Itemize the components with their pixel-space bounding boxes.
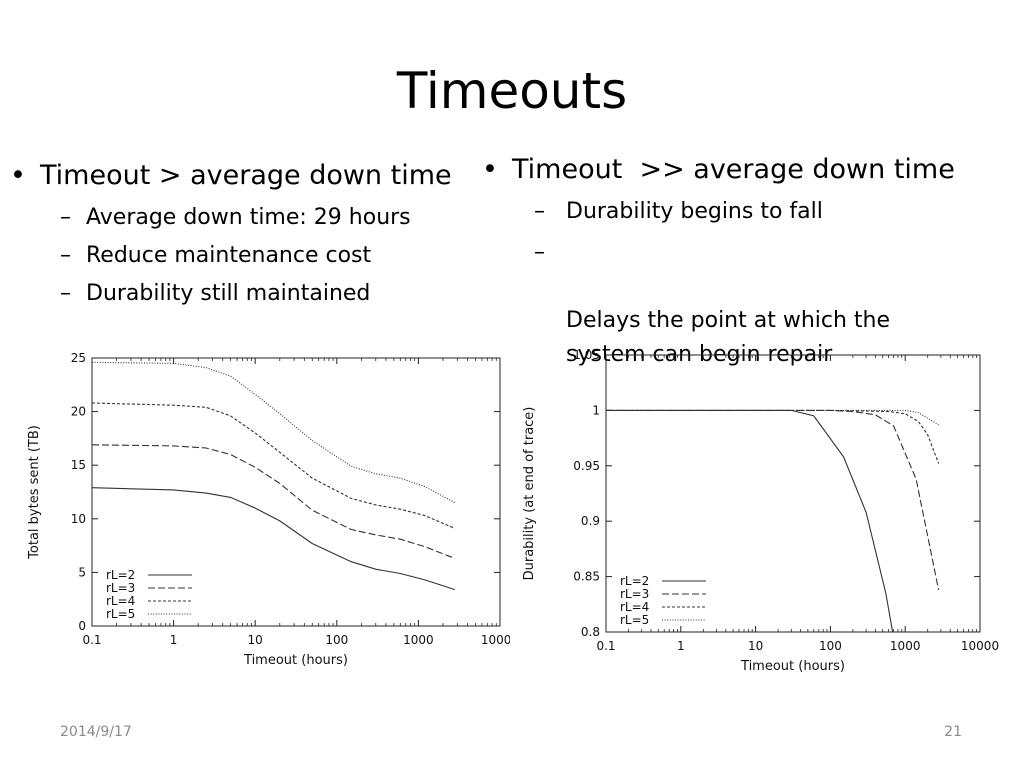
x-axis-label: Timeout (hours) [243, 653, 348, 668]
right-bullet: • Timeout >> average down time [472, 154, 1012, 186]
legend-label: rL=3 [620, 587, 649, 601]
left-sub-2: – Reduce maintenance cost [0, 242, 500, 270]
left-sub-1-text: Average down time: 29 hours [86, 205, 411, 230]
series-line-rL=4 [92, 402, 456, 529]
dash-marker: – [60, 281, 71, 306]
dash-marker: – [60, 205, 71, 230]
dash-marker: – [534, 240, 545, 265]
y-tick-label: 0 [78, 619, 86, 633]
legend-label: rL=5 [620, 613, 649, 627]
y-tick-label: 10 [71, 512, 86, 526]
bullet-dot: • [482, 154, 498, 185]
footer-date: 2014/9/17 [60, 724, 132, 740]
bytes-sent-chart: 0.1 1 10 100 1000 10000 0 5 10 15 20 25 Timeout (hou… [27, 351, 510, 668]
page-number: 21 [944, 724, 962, 740]
dash-marker: – [60, 243, 71, 268]
bullet-dot: • [10, 160, 26, 191]
plot-frame [91, 357, 501, 627]
x-tick-label: 10 [748, 639, 763, 653]
y-tick-label: 25 [71, 351, 86, 365]
x-tick-label: 100 [819, 639, 842, 653]
x-tick-label: 10000 [481, 633, 510, 647]
legend-label: rL=2 [620, 574, 649, 588]
x-axis-label: Timeout (hours) [740, 659, 845, 674]
series-group [606, 409, 940, 632]
series-line-rL=5 [92, 361, 456, 504]
x-tick-label: 1000 [403, 633, 434, 647]
legend-label: rL=5 [106, 607, 135, 621]
right-sub-1: – Durability begins to fall [472, 198, 1012, 226]
x-tick-label: 1000 [890, 639, 921, 653]
left-sub-3-text: Durability still maintained [86, 281, 371, 306]
x-tick-label: 1 [677, 639, 685, 653]
legend-label: rL=3 [106, 581, 135, 595]
x-tick-label: 0.1 [82, 633, 101, 647]
legend-label: rL=4 [106, 594, 135, 608]
dash-marker: – [534, 199, 545, 224]
x-tick-label: 100 [325, 633, 348, 647]
x-tick-label: 10 [248, 633, 263, 647]
left-bullet-text: Timeout > average down time [40, 160, 452, 191]
y-tick-label: 0.95 [573, 459, 600, 473]
left-sub-3: – Durability still maintained [0, 280, 500, 308]
right-sub-1-text: Durability begins to fall [566, 199, 823, 224]
series-line-rL=2 [92, 487, 456, 591]
y-tick-label: 5 [78, 565, 86, 579]
y-tick-label: 1 [592, 403, 600, 417]
durability-chart: 0.1 1 10 100 1000 10000 0.8 0.85 0.9 0.95 1 1.05 Tim… [522, 348, 999, 674]
y-axis-label: Durability (at end of trace) [522, 407, 537, 581]
y-tick-label: 20 [71, 405, 86, 419]
series-line-rL=3 [606, 409, 940, 591]
left-sub-1: – Average down time: 29 hours [0, 204, 500, 232]
legend-label: rL=2 [106, 568, 135, 582]
right-column: • Timeout >> average down time – Durabil… [472, 154, 1012, 372]
right-bullet-text: Timeout >> average down time [512, 154, 955, 185]
left-column: • Timeout > average down time – Average … [0, 160, 500, 308]
x-tick-label: 1 [170, 633, 178, 647]
series-group [92, 361, 456, 591]
y-tick-label: 15 [71, 458, 86, 472]
y-tick-label: 1.05 [573, 348, 600, 362]
legend-label: rL=4 [620, 600, 649, 614]
slide-title: Timeouts [396, 62, 628, 120]
x-tick-label: 10000 [961, 639, 999, 653]
left-bullet: • Timeout > average down time [0, 160, 500, 192]
left-sub-2-text: Reduce maintenance cost [86, 243, 372, 268]
series-line-rL=4 [606, 409, 940, 464]
y-tick-label: 0.85 [573, 570, 600, 584]
plot-frame [605, 354, 981, 633]
y-tick-label: 0.8 [581, 625, 600, 639]
y-tick-label: 0.9 [581, 514, 600, 528]
x-tick-label: 0.1 [596, 639, 615, 653]
y-axis-label: Total bytes sent (TB) [27, 425, 42, 560]
series-line-rL=3 [92, 444, 456, 560]
